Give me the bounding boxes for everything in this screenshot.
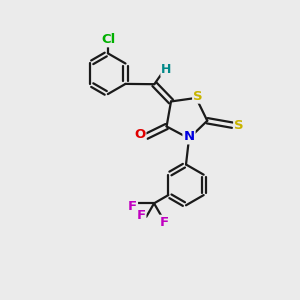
Text: F: F	[160, 216, 169, 229]
Text: S: S	[193, 90, 203, 103]
Text: F: F	[128, 200, 137, 213]
Text: S: S	[234, 119, 244, 132]
Text: O: O	[134, 128, 146, 141]
Text: N: N	[183, 130, 195, 143]
Text: H: H	[161, 63, 172, 76]
Text: Cl: Cl	[101, 33, 116, 46]
Text: F: F	[136, 209, 146, 222]
